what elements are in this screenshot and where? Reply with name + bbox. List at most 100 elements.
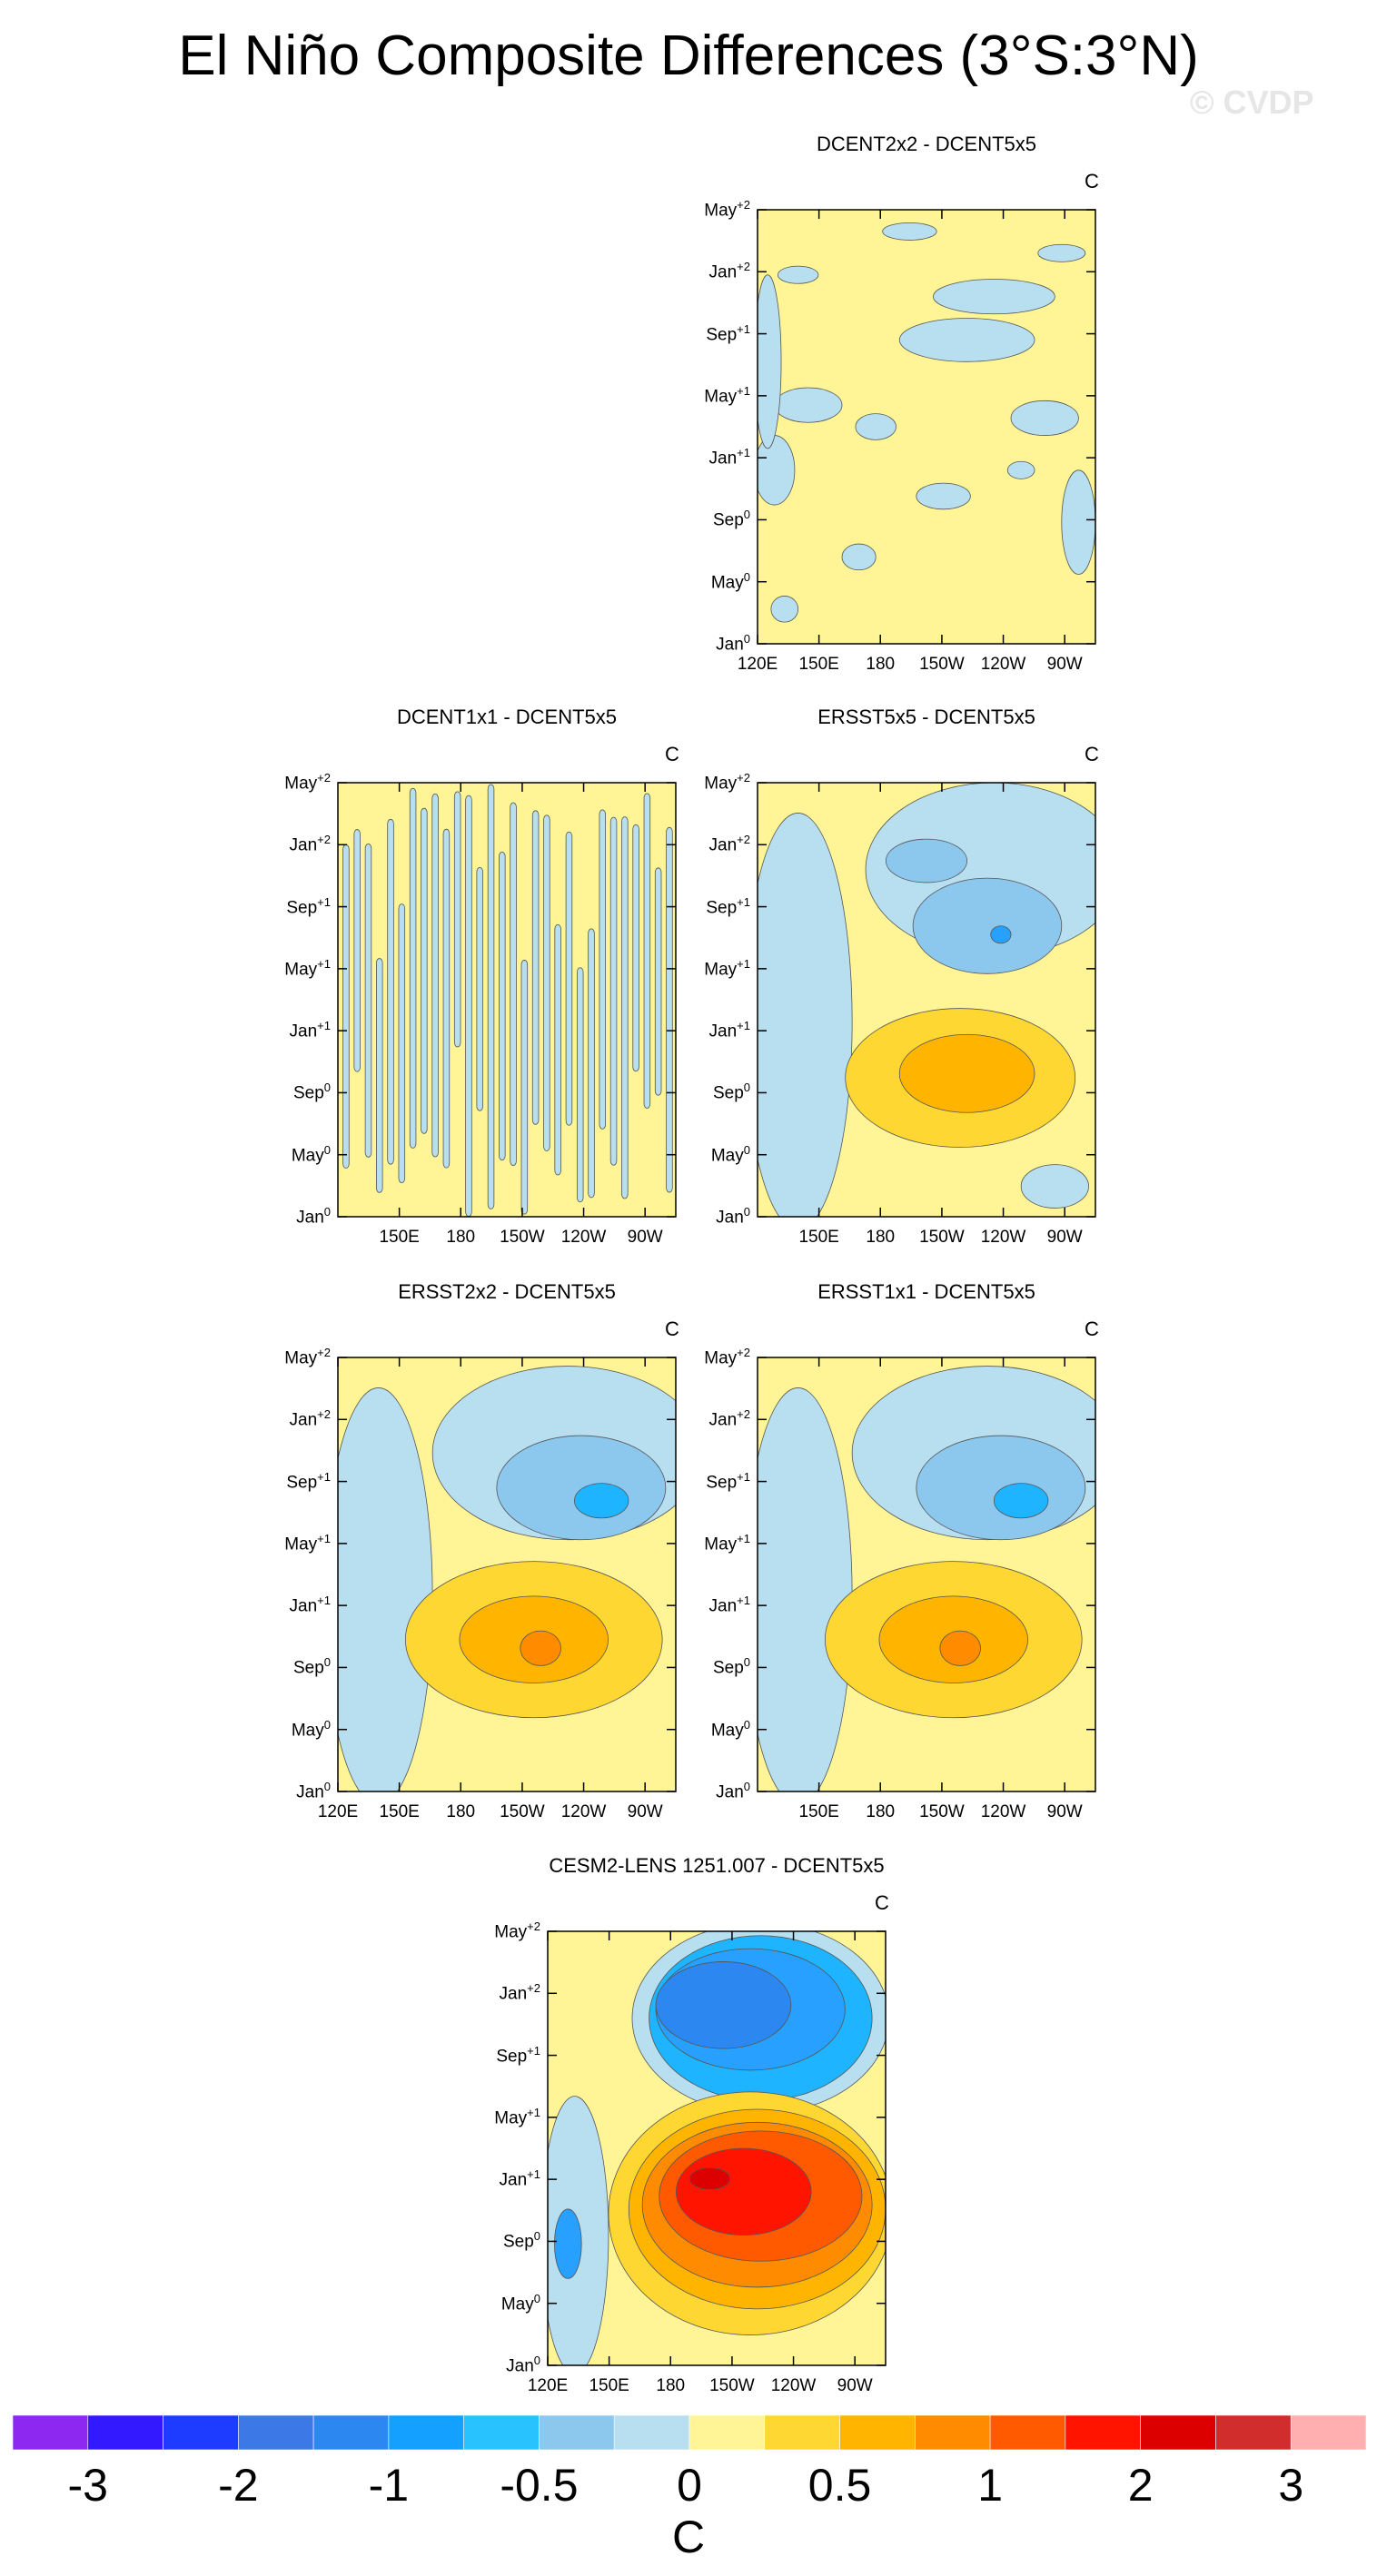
y-tick-label: Jan0 xyxy=(716,632,750,655)
colorbar xyxy=(12,2414,1367,2451)
y-tick-label: Jan0 xyxy=(506,2354,540,2376)
y-tick-label: Jan+2 xyxy=(708,833,750,855)
contour-region xyxy=(912,877,1063,974)
contour-region xyxy=(353,829,361,1072)
contour-region xyxy=(1010,400,1079,436)
y-tick-label: Jan+2 xyxy=(499,1981,540,2004)
x-tick-label: 90W xyxy=(1046,1802,1083,1821)
contour-region xyxy=(841,543,877,571)
contour-region xyxy=(643,793,651,1109)
colorbar-label: -2 xyxy=(218,2460,259,2511)
hovmoller-plot xyxy=(757,209,1096,645)
y-tick-label: May0 xyxy=(710,569,750,593)
y-tick-label: May0 xyxy=(291,1142,331,1166)
contour-region xyxy=(774,387,843,423)
x-tick-label: 150E xyxy=(379,1802,420,1821)
contour-region xyxy=(588,928,595,1199)
y-tick-label: Sep+1 xyxy=(496,2043,540,2066)
y-tick-label: May+1 xyxy=(704,1531,750,1554)
contour-region xyxy=(510,802,517,1167)
contour-region xyxy=(990,925,1012,944)
contour-region xyxy=(520,960,529,1215)
contour-region xyxy=(1037,243,1086,262)
x-tick-label: 150E xyxy=(589,2376,629,2395)
colorbar-swatch xyxy=(87,2414,163,2451)
colorbar-swatch xyxy=(613,2414,690,2451)
y-tick-label: Jan+2 xyxy=(708,260,750,282)
contour-region xyxy=(338,1387,433,1791)
y-tick-label: May0 xyxy=(710,1717,750,1741)
contour-region xyxy=(376,958,383,1193)
contour-region xyxy=(1061,469,1095,575)
colorbar-swatch xyxy=(388,2414,464,2451)
y-tick-label: May+2 xyxy=(494,1920,540,1942)
y-tick-label: Sep+1 xyxy=(706,894,750,917)
y-tick-label: Jan+1 xyxy=(708,446,750,469)
contour-region xyxy=(496,1435,667,1541)
colorbar-swatch xyxy=(1290,2414,1367,2451)
contour-region xyxy=(939,1630,981,1666)
y-tick-label: Jan0 xyxy=(716,1780,750,1802)
panel-title: ERSST5x5 - DCENT5x5 xyxy=(817,706,1035,728)
contour-region xyxy=(565,831,573,1126)
colorbar-swatch xyxy=(688,2414,766,2451)
colorbar-label: 0 xyxy=(677,2460,702,2511)
x-tick-label: 150E xyxy=(798,1228,839,1247)
colorbar-label: -3 xyxy=(67,2460,108,2511)
contour-region xyxy=(758,1387,853,1791)
contour-region xyxy=(364,843,372,1158)
y-tick-label: May+2 xyxy=(704,771,750,794)
x-tick-label: 180 xyxy=(656,2376,686,2395)
hovmoller-plot xyxy=(337,782,677,1218)
x-tick-label: 90W xyxy=(1046,655,1083,674)
x-tick-label: 120W xyxy=(560,1802,607,1821)
y-tick-label: Sep+1 xyxy=(706,321,750,344)
panel-title: ERSST1x1 - DCENT5x5 xyxy=(817,1280,1035,1303)
contour-region xyxy=(758,435,796,506)
panel-title: DCENT1x1 - DCENT5x5 xyxy=(396,706,618,728)
contour-region xyxy=(688,2167,731,2190)
hovmoller-plot xyxy=(757,1357,1096,1792)
y-tick-label: Jan0 xyxy=(296,1205,331,1228)
plot-frame xyxy=(757,209,1096,645)
contour-region xyxy=(933,279,1055,315)
contour-region xyxy=(1006,460,1035,479)
contour-region xyxy=(421,807,428,1134)
y-tick-label: Sep0 xyxy=(712,1655,750,1678)
colorbar-label: 2 xyxy=(1127,2460,1154,2511)
contour-region xyxy=(916,482,971,510)
y-tick-label: May+1 xyxy=(284,956,331,980)
contour-region xyxy=(621,816,629,1199)
contour-region xyxy=(531,810,540,1125)
x-tick-label: 150E xyxy=(798,1802,839,1821)
colorbar-swatch xyxy=(1215,2414,1292,2451)
plot-frame xyxy=(757,1357,1096,1792)
y-tick-label: May0 xyxy=(291,1717,331,1741)
y-tick-label: Sep+1 xyxy=(706,1469,750,1492)
panel-title: DCENT2x2 - DCENT5x5 xyxy=(816,133,1037,155)
contour-region xyxy=(543,814,550,1151)
contour-region xyxy=(573,1483,629,1519)
x-tick-label: 90W xyxy=(627,1228,663,1247)
contour-region xyxy=(387,818,394,1165)
x-tick-label: 150W xyxy=(500,1802,545,1821)
contour-region xyxy=(654,867,662,1096)
plot-frame xyxy=(337,1357,677,1792)
contour-region xyxy=(499,851,506,1160)
contour-region xyxy=(675,2147,812,2235)
contour-region xyxy=(409,787,417,1149)
background-fill xyxy=(338,783,676,1217)
y-tick-label: Jan+2 xyxy=(708,1407,750,1430)
colorbar-label: 1 xyxy=(977,2460,1004,2511)
y-tick-label: Jan+1 xyxy=(499,2167,540,2190)
cvdp-watermark: © CVDP xyxy=(1190,84,1314,121)
panel-units: C xyxy=(1085,170,1099,192)
panel-units: C xyxy=(665,743,679,765)
x-tick-label: 120E xyxy=(317,1802,359,1821)
hovmoller-plot xyxy=(547,1930,887,2366)
y-tick-label: May+2 xyxy=(284,771,331,794)
contour-region xyxy=(898,318,1035,362)
contour-region xyxy=(655,1961,792,2049)
y-tick-label: Sep0 xyxy=(712,1081,750,1103)
y-tick-label: May+1 xyxy=(704,956,750,980)
